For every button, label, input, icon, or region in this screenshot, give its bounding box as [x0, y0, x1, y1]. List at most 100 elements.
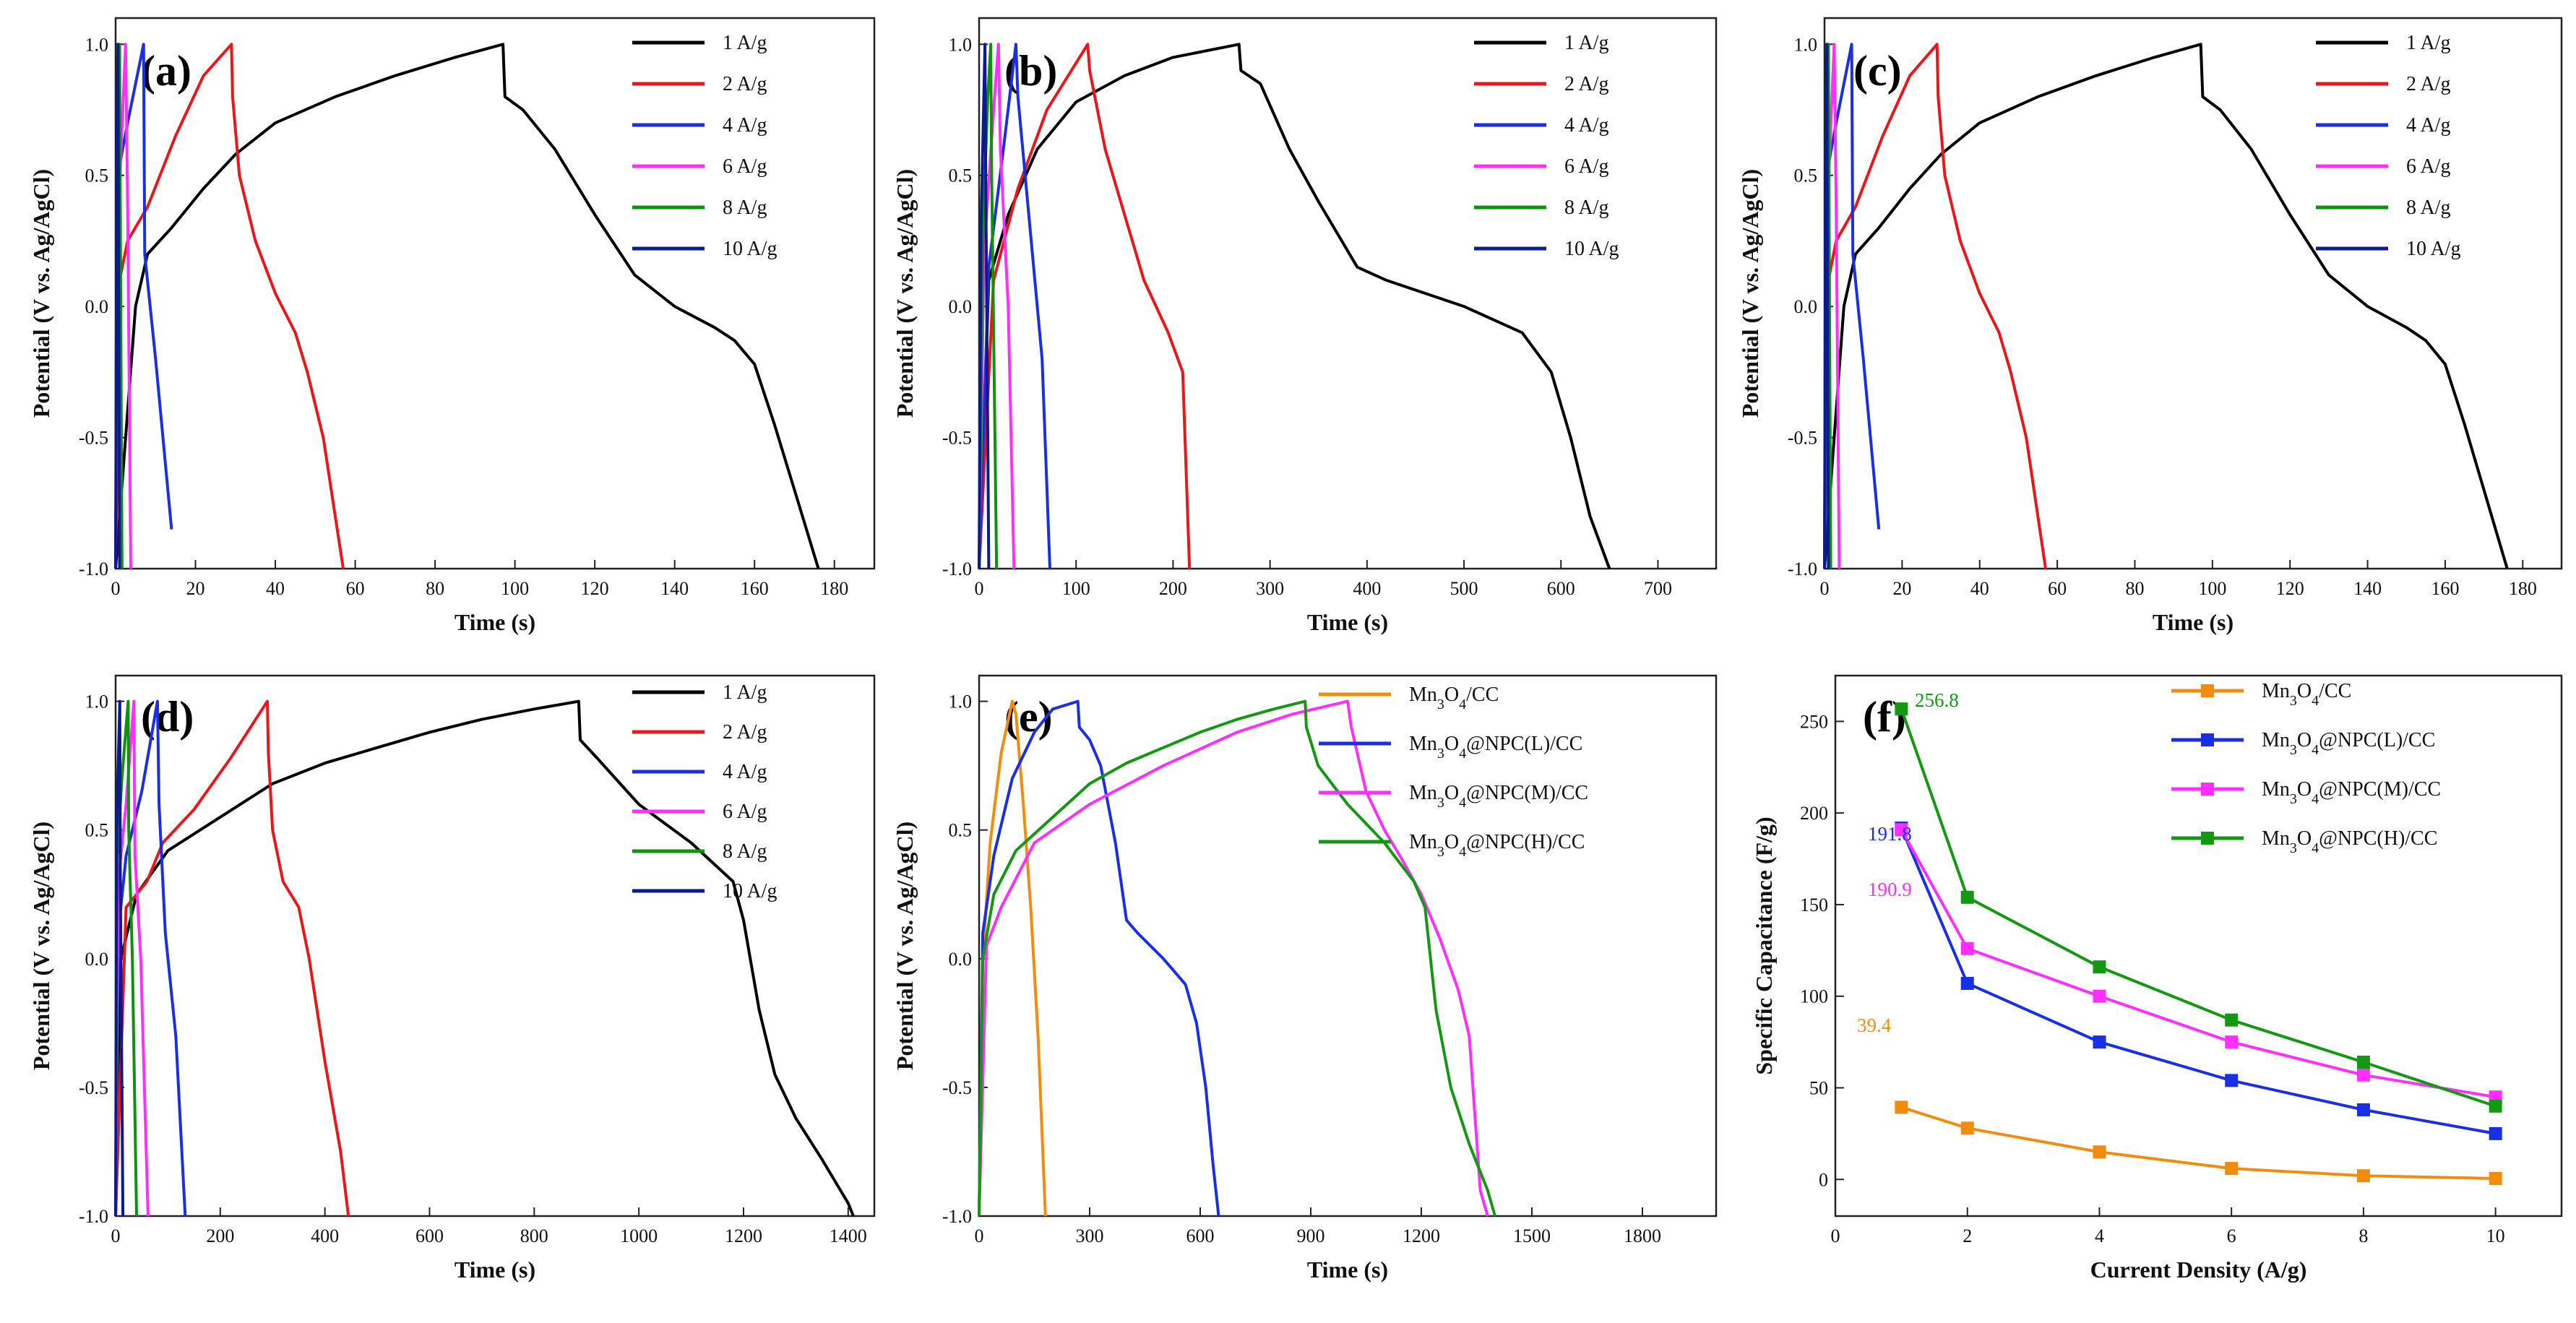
y-tick-label: 200: [1800, 803, 1828, 824]
data-point-marker: [2489, 1099, 2502, 1113]
x-tick-label: 600: [1547, 578, 1575, 599]
y-tick-label: 50: [1809, 1078, 1828, 1099]
x-axis-label: Time (s): [455, 1257, 535, 1283]
y-tick-label: -1.0: [79, 1206, 108, 1227]
y-tick-label: -1.0: [79, 559, 108, 579]
x-tick-label: 60: [2048, 578, 2067, 599]
y-tick-label: 0.0: [85, 296, 109, 317]
legend-entry: Mn3O4/CC: [1409, 684, 1499, 712]
x-tick-label: 0: [975, 578, 984, 599]
x-tick-label: 120: [2276, 578, 2304, 599]
data-point-marker: [1960, 976, 1974, 990]
y-tick-label: 0.5: [1794, 165, 1818, 186]
panel-label: (a): [141, 47, 191, 95]
plot-frame: [1823, 17, 2563, 570]
x-tick-label: 200: [206, 1225, 234, 1246]
series-line-3: [1900, 708, 2497, 1108]
series-line-5: [114, 699, 125, 1217]
panel-b: 0 100 200 300 400 500 600 700 -1.0 -0.5 0.0 0.5 1.0 T…: [892, 17, 1718, 635]
data-point-marker: [2093, 1035, 2106, 1049]
x-tick-label: 100: [1062, 578, 1090, 599]
data-point-marker: [2093, 1145, 2106, 1159]
plot-frame: [114, 674, 876, 1218]
value-annotation: 256.8: [1915, 689, 1959, 711]
plot-frame: [1834, 674, 2563, 1218]
y-axis-label: Potential (V vs. Ag/AgCl): [28, 169, 54, 418]
data-point-marker: [2225, 1013, 2239, 1027]
legend-entry: 1 A/g: [2406, 32, 2450, 54]
x-axis-label: Time (s): [1307, 609, 1388, 635]
data-point-marker: [2225, 1162, 2239, 1176]
x-tick-label: 60: [346, 578, 365, 599]
series-line-1: [978, 43, 1192, 569]
plot-frame: [978, 674, 1718, 1218]
legend-entry: 6 A/g: [2406, 155, 2450, 178]
x-tick-label: 6: [2227, 1225, 2236, 1246]
y-tick-label: 0.0: [949, 296, 973, 317]
y-tick-label: -0.5: [942, 428, 972, 449]
legend-entry: 6 A/g: [723, 155, 767, 178]
x-tick-label: 1000: [620, 1225, 658, 1246]
y-tick-label: 0.5: [949, 820, 973, 841]
y-axis-label: Specific Capacitance (F/g): [1751, 816, 1777, 1074]
x-tick-label: 8: [2359, 1225, 2368, 1246]
x-tick-label: 200: [1159, 578, 1187, 599]
legend-entry: Mn3O4@NPC(L)/CC: [1409, 733, 1582, 762]
legend-entry: 4 A/g: [1564, 114, 1608, 137]
series-line-1: [114, 699, 350, 1217]
x-tick-label: 600: [1186, 1225, 1215, 1246]
data-point-marker: [1895, 702, 1908, 716]
x-tick-label: 140: [2353, 578, 2382, 599]
x-tick-label: 300: [1076, 1225, 1104, 1246]
y-tick-label: 100: [1800, 986, 1828, 1007]
legend-marker: [2201, 832, 2214, 845]
y-tick-label: -1.0: [942, 1206, 972, 1227]
series-line-1: [978, 699, 1220, 1217]
x-tick-label: 700: [1644, 578, 1672, 599]
value-annotation: 39.4: [1857, 1014, 1892, 1036]
y-tick-label: 0.5: [85, 165, 109, 186]
x-tick-label: 100: [501, 578, 529, 599]
x-tick-label: 100: [2198, 578, 2226, 599]
value-annotation: 191.8: [1868, 823, 1912, 845]
series-line-0: [1823, 43, 2509, 569]
x-tick-label: 80: [426, 578, 444, 599]
data-point-marker: [2093, 989, 2106, 1003]
legend-entry: 4 A/g: [723, 761, 767, 783]
series-line-4: [978, 43, 999, 569]
x-tick-label: 0: [975, 1225, 984, 1246]
panel-d: 0 200 400 600 800 1000 1200 1400 -1.0 -0.5 0.0 0.5 1…: [28, 674, 876, 1283]
legend-entry: Mn3O4@NPC(H)/CC: [2262, 827, 2437, 856]
x-tick-label: 400: [311, 1225, 339, 1246]
legend-entry: 2 A/g: [1564, 73, 1608, 95]
x-axis-label: Time (s): [2153, 609, 2233, 635]
legend-entry: 10 A/g: [2406, 238, 2460, 260]
value-annotation: 190.9: [1868, 879, 1912, 900]
x-tick-label: 180: [2509, 578, 2537, 599]
x-tick-label: 120: [581, 578, 609, 599]
x-tick-label: 1200: [1403, 1225, 1440, 1246]
series-line-0: [978, 43, 1611, 569]
x-tick-label: 10: [2486, 1225, 2505, 1246]
series-line-1: [1823, 43, 2047, 569]
x-tick-label: 1200: [725, 1225, 762, 1246]
data-point-marker: [2093, 960, 2106, 974]
x-tick-label: 40: [1970, 578, 1989, 599]
data-point-marker: [2489, 1126, 2502, 1140]
data-point-marker: [2356, 1169, 2370, 1183]
y-tick-label: 150: [1800, 895, 1828, 915]
y-tick-label: -1.0: [942, 559, 972, 579]
legend-entry: Mn3O4@NPC(M)/CC: [1409, 782, 1588, 811]
legend-entry: 2 A/g: [723, 721, 767, 744]
series-line-5: [1823, 43, 1830, 569]
legend-entry: 4 A/g: [2406, 114, 2450, 137]
x-tick-label: 20: [1892, 578, 1911, 599]
legend-entry: 10 A/g: [723, 880, 777, 902]
series-line-1: [114, 43, 345, 569]
x-tick-label: 140: [660, 578, 689, 599]
data-point-marker: [1960, 890, 1974, 904]
x-tick-label: 600: [415, 1225, 444, 1246]
panel-a: 0 20 40 60 80 100 120 140 160 180 -1.0 -0.5 0.0 0.5 1.…: [28, 17, 876, 635]
y-tick-label: 0.0: [949, 949, 973, 970]
panel-label: (f): [1863, 693, 1906, 741]
